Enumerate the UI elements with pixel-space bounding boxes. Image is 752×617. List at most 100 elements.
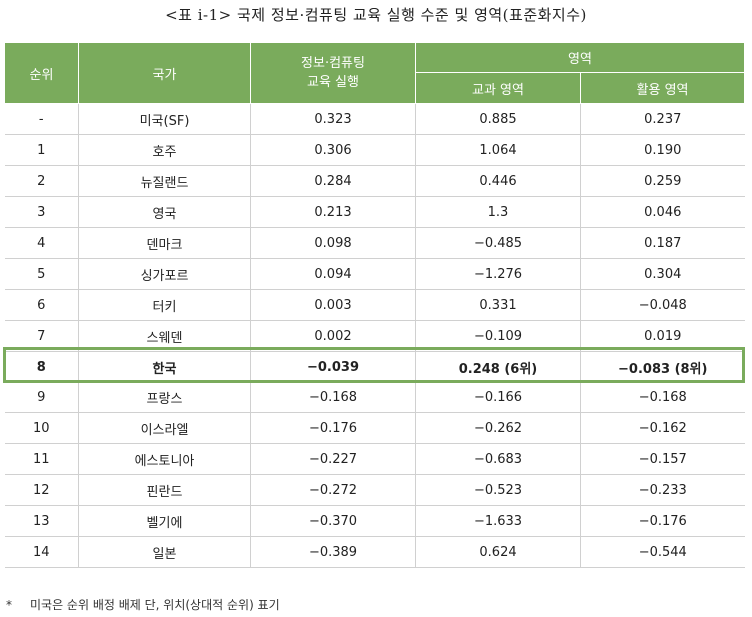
table-header: 순위 국가 정보·컴퓨팅 교육 실행 영역 교과 영역 활용 영역: [4, 42, 746, 104]
cell-usage: 0.019: [579, 320, 745, 352]
table-row: 6 터키 0.003 0.331 −0.048: [4, 289, 745, 321]
table-row: - 미국(SF) 0.323 0.885 0.237: [4, 103, 745, 135]
cell-country: 한국: [78, 351, 251, 382]
cell-practice: 0.284: [250, 165, 416, 197]
cell-rank: 6: [4, 289, 79, 321]
table-row: 7 스웨덴 0.002 −0.109 0.019: [4, 320, 745, 352]
table-row: 12 핀란드 −0.272 −0.523 −0.233: [4, 474, 745, 506]
cell-subject: 0.248 (6위): [415, 351, 581, 382]
cell-usage: −0.544: [579, 536, 745, 568]
table-row: 3 영국 0.213 1.3 0.046: [4, 196, 745, 228]
cell-country: 스웨덴: [78, 320, 251, 352]
cell-subject: −0.109: [415, 320, 581, 352]
cell-usage: −0.162: [579, 412, 745, 444]
cell-subject: −1.276: [415, 258, 581, 290]
header-rank: 순위: [4, 42, 79, 104]
table-row: 1 호주 0.306 1.064 0.190: [4, 134, 745, 166]
cell-country: 호주: [78, 134, 251, 166]
table-row: 2 뉴질랜드 0.284 0.446 0.259: [4, 165, 745, 197]
footnote-marker: *: [6, 598, 12, 612]
cell-rank: 3: [4, 196, 79, 228]
cell-usage: −0.233: [579, 474, 745, 506]
cell-practice: 0.003: [250, 289, 416, 321]
cell-practice: −0.272: [250, 474, 416, 506]
cell-rank: 2: [4, 165, 79, 197]
table-row: 8 한국 −0.039 0.248 (6위) −0.083 (8위): [5, 351, 745, 382]
cell-practice: −0.039: [250, 351, 416, 382]
table-row: 4 덴마크 0.098 −0.485 0.187: [4, 227, 745, 259]
cell-rank: 1: [4, 134, 79, 166]
cell-subject: −0.683: [415, 443, 581, 475]
cell-country: 프랑스: [78, 382, 251, 413]
table-body: - 미국(SF) 0.323 0.885 0.237 1 호주 0.306 1.064 0.190…: [4, 103, 745, 568]
header-country: 국가: [78, 42, 251, 104]
cell-usage: 0.187: [579, 227, 745, 259]
table-row: 13 벨기에 −0.370 −1.633 −0.176: [4, 505, 745, 537]
cell-rank: 5: [4, 258, 79, 290]
cell-usage: −0.176: [579, 505, 745, 537]
cell-subject: −0.166: [415, 382, 581, 413]
cell-subject: 1.064: [415, 134, 581, 166]
cell-country: 이스라엘: [78, 412, 251, 444]
cell-practice: 0.213: [250, 196, 416, 228]
cell-usage: 0.304: [579, 258, 745, 290]
cell-usage: −0.157: [579, 443, 745, 475]
table-row: 10 이스라엘 −0.176 −0.262 −0.162: [4, 412, 745, 444]
ranking-table: 순위 국가 정보·컴퓨팅 교육 실행 영역 교과 영역 활용 영역 - 미국(SF…: [4, 42, 746, 568]
cell-practice: 0.098: [250, 227, 416, 259]
cell-rank: 13: [4, 505, 79, 537]
cell-subject: 0.331: [415, 289, 581, 321]
cell-subject: −1.633: [415, 505, 581, 537]
cell-practice: 0.323: [250, 103, 416, 135]
header-practice: 정보·컴퓨팅 교육 실행: [250, 42, 416, 104]
cell-subject: −0.262: [415, 412, 581, 444]
cell-usage: 0.190: [579, 134, 745, 166]
header-usage: 활용 영역: [579, 72, 746, 104]
table-row: 5 싱가포르 0.094 −1.276 0.304: [4, 258, 745, 290]
cell-rank: 12: [4, 474, 79, 506]
cell-country: 영국: [78, 196, 251, 228]
cell-rank: 14: [4, 536, 79, 568]
table-row: 11 에스토니아 −0.227 −0.683 −0.157: [4, 443, 745, 475]
table-row: 14 일본 −0.389 0.624 −0.544: [4, 536, 745, 568]
cell-rank: 11: [4, 443, 79, 475]
header-practice-line2: 교육 실행: [307, 75, 359, 90]
footnote: * 미국은 순위 배정 배제 단, 위치(상대적 순위) 표기: [6, 596, 280, 613]
cell-usage: −0.168: [579, 382, 745, 413]
cell-country: 터키: [78, 289, 251, 321]
cell-practice: −0.176: [250, 412, 416, 444]
cell-practice: 0.002: [250, 320, 416, 352]
cell-country: 싱가포르: [78, 258, 251, 290]
cell-practice: −0.168: [250, 382, 416, 413]
cell-country: 일본: [78, 536, 251, 568]
cell-practice: −0.370: [250, 505, 416, 537]
cell-country: 뉴질랜드: [78, 165, 251, 197]
cell-subject: 0.446: [415, 165, 581, 197]
cell-usage: 0.259: [579, 165, 745, 197]
cell-usage: −0.083 (8위): [579, 351, 745, 382]
cell-usage: −0.048: [579, 289, 745, 321]
footnote-text: 미국은 순위 배정 배제 단, 위치(상대적 순위) 표기: [30, 598, 280, 612]
table-row: 9 프랑스 −0.168 −0.166 −0.168: [4, 382, 745, 413]
cell-subject: 1.3: [415, 196, 581, 228]
cell-usage: 0.237: [579, 103, 745, 135]
cell-subject: 0.624: [415, 536, 581, 568]
cell-practice: −0.389: [250, 536, 416, 568]
header-domain: 영역: [414, 42, 746, 73]
cell-rank: -: [4, 103, 79, 135]
cell-rank: 7: [4, 320, 79, 352]
cell-subject: 0.885: [415, 103, 581, 135]
cell-rank: 4: [4, 227, 79, 259]
cell-country: 에스토니아: [78, 443, 251, 475]
cell-usage: 0.046: [579, 196, 745, 228]
table-caption: <표 ⅰ-1> 국제 정보·컴퓨팅 교육 실행 수준 및 영역(표준화지수): [165, 6, 587, 24]
cell-subject: −0.485: [415, 227, 581, 259]
cell-practice: 0.094: [250, 258, 416, 290]
cell-country: 벨기에: [78, 505, 251, 537]
cell-rank: 10: [4, 412, 79, 444]
cell-rank: 9: [4, 382, 79, 413]
cell-country: 핀란드: [78, 474, 251, 506]
cell-subject: −0.523: [415, 474, 581, 506]
header-practice-line1: 정보·컴퓨팅: [301, 56, 365, 71]
cell-country: 덴마크: [78, 227, 251, 259]
